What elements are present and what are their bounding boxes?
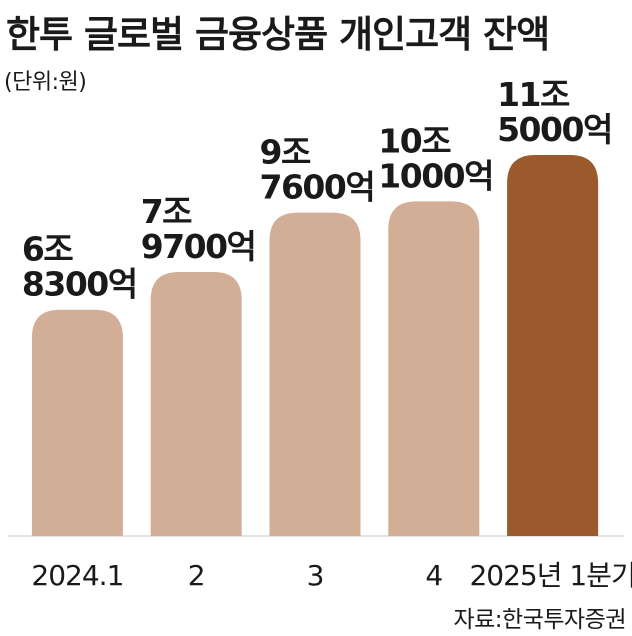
data-label-1-line-2: 8300억 — [22, 265, 137, 304]
x-tick-label-2: 2 — [188, 559, 205, 592]
x-tick-label-3: 3 — [307, 559, 324, 592]
data-label-1-line-1: 6조 — [22, 230, 73, 269]
bar-4 — [388, 201, 480, 536]
data-label-4-line-2: 1000억 — [378, 156, 493, 195]
x-tick-label-1: 2024.1 — [31, 559, 123, 592]
x-tick-label-5: 2025년 1분기 — [469, 559, 632, 592]
data-label-3-line-2: 7600억 — [260, 168, 375, 207]
data-label-4-line-1: 10조 — [378, 121, 451, 160]
chart-title: 한투 글로벌 금융상품 개인고객 잔액 — [6, 13, 550, 56]
x-tick-label-4: 4 — [425, 559, 442, 592]
data-label-5-line-2: 5000억 — [497, 110, 612, 149]
data-label-2-line-2: 9700억 — [141, 227, 256, 266]
data-label-5-line-1: 11조 — [497, 75, 570, 114]
data-label-2-line-1: 7조 — [141, 192, 192, 231]
source-note: 자료:한국투자증권 — [453, 607, 626, 633]
data-label-3-line-1: 9조 — [260, 133, 311, 172]
bar-3 — [269, 212, 361, 536]
bar-5 — [507, 155, 599, 536]
bar-2 — [150, 271, 242, 536]
bar-1 — [31, 309, 123, 536]
unit-note: (단위:원) — [4, 70, 87, 95]
